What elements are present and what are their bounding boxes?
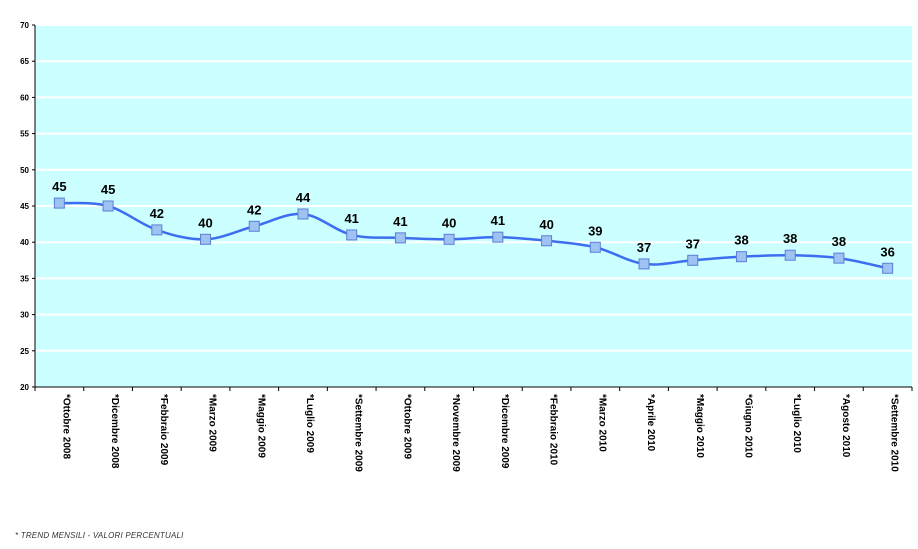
data-label: 41 bbox=[491, 213, 505, 228]
data-point bbox=[394, 232, 406, 244]
y-tick-label: 20 bbox=[20, 383, 29, 392]
x-tick-label: *Giugno 2010 bbox=[742, 394, 753, 458]
data-point bbox=[492, 231, 504, 243]
data-label: 39 bbox=[588, 223, 602, 238]
data-label: 41 bbox=[344, 211, 358, 226]
x-tick-label: *Settembre 2009 bbox=[353, 394, 364, 472]
y-tick-label: 50 bbox=[20, 166, 29, 175]
y-tick-label: 25 bbox=[20, 347, 29, 356]
data-label: 41 bbox=[393, 214, 407, 229]
data-label: 37 bbox=[637, 240, 651, 255]
data-point bbox=[784, 249, 796, 261]
y-tick-label: 55 bbox=[20, 130, 29, 139]
data-point bbox=[248, 220, 260, 232]
data-point bbox=[735, 251, 747, 263]
data-label: 36 bbox=[880, 244, 894, 259]
data-point bbox=[200, 233, 212, 245]
data-point bbox=[833, 252, 845, 264]
data-label: 42 bbox=[247, 202, 261, 217]
data-label: 38 bbox=[832, 234, 846, 249]
x-tick-label: *Luglio 2010 bbox=[791, 394, 802, 453]
x-tick-label: *Marzo 2009 bbox=[207, 394, 218, 452]
x-tick-label: *Dicembre 2008 bbox=[109, 394, 120, 469]
data-point bbox=[151, 224, 163, 236]
y-tick-label: 45 bbox=[20, 202, 29, 211]
data-point bbox=[297, 208, 309, 220]
data-point bbox=[638, 258, 650, 270]
data-point bbox=[102, 200, 114, 212]
y-tick-label: 30 bbox=[20, 311, 29, 320]
x-tick-label: *Febbraio 2010 bbox=[548, 394, 559, 466]
y-tick-label: 60 bbox=[20, 93, 29, 102]
y-tick-label: 70 bbox=[20, 21, 29, 30]
footnote: * TREND MENSILI - VALORI PERCENTUALI bbox=[15, 531, 184, 540]
x-tick-label: *Luglio 2009 bbox=[304, 394, 315, 453]
y-tick-label: 65 bbox=[20, 57, 29, 66]
plot-area bbox=[34, 24, 912, 388]
data-label: 40 bbox=[198, 215, 212, 230]
x-tick-label: *Aprile 2010 bbox=[645, 394, 656, 452]
data-label: 42 bbox=[150, 206, 164, 221]
y-tick-label: 35 bbox=[20, 274, 29, 283]
data-point bbox=[541, 235, 553, 247]
data-label: 45 bbox=[52, 179, 66, 194]
x-tick-label: *Novembre 2009 bbox=[450, 394, 461, 472]
x-tick-label: *Agosto 2010 bbox=[840, 394, 851, 458]
data-point bbox=[687, 254, 699, 266]
data-point bbox=[882, 262, 894, 274]
series: 45 45 42 40 42 44 41 41 40 41 40 39 37 37 38 38 38 36 bbox=[52, 179, 895, 274]
x-axis: *Ottobre 2008 *Dicembre 2008 *Febbraio 200… bbox=[34, 387, 913, 472]
data-label: 38 bbox=[783, 231, 797, 246]
x-tick-label: *Ottobre 2009 bbox=[401, 394, 412, 459]
data-label: 40 bbox=[442, 215, 456, 230]
x-tick-label: *Febbraio 2009 bbox=[158, 394, 169, 466]
data-label: 38 bbox=[734, 233, 748, 248]
data-point bbox=[589, 241, 601, 253]
x-tick-label: *Marzo 2010 bbox=[596, 394, 607, 452]
data-point bbox=[346, 229, 358, 241]
data-label: 45 bbox=[101, 182, 115, 197]
x-tick-label: *Settembre 2010 bbox=[889, 394, 900, 472]
data-point bbox=[443, 233, 455, 245]
data-label: 44 bbox=[296, 190, 311, 205]
x-tick-label: *Maggio 2009 bbox=[255, 394, 266, 458]
x-tick-label: *Ottobre 2008 bbox=[60, 394, 71, 459]
y-tick-label: 40 bbox=[20, 238, 29, 247]
y-axis: 20 25 30 35 40 45 50 55 60 65 70 bbox=[20, 21, 35, 392]
data-point bbox=[53, 197, 65, 209]
data-label: 40 bbox=[539, 217, 553, 232]
x-tick-label: *Maggio 2010 bbox=[694, 394, 705, 458]
x-tick-label: *Dicembre 2009 bbox=[499, 394, 510, 469]
data-label: 37 bbox=[686, 236, 700, 251]
